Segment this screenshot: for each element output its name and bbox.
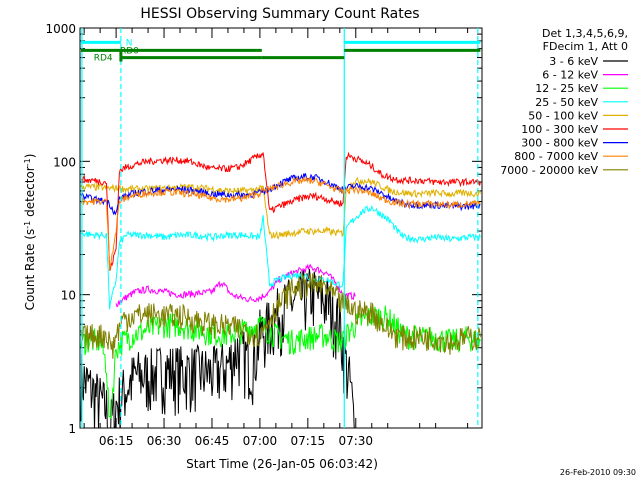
legend-label-6: 300 - 800 keV: [521, 137, 598, 150]
legend-label-5: 100 - 300 keV: [521, 123, 598, 136]
footer-timestamp: 26-Feb-2010 09:30: [560, 468, 636, 477]
y-axis-label-end: ): [23, 154, 37, 159]
series-line-8: [80, 272, 481, 359]
y-axis-label-sup1: -1: [23, 221, 32, 229]
legend-label-1: 6 - 12 keV: [542, 69, 598, 82]
legend-label-3: 25 - 50 keV: [535, 96, 598, 109]
y-tick-label: 1000: [45, 22, 76, 36]
x-tick-label: 07:15: [291, 434, 326, 448]
legend-header-line-2: FDecim 1, Att 0: [543, 40, 628, 53]
series-group: [80, 151, 481, 428]
y-axis-label-mid: detector: [23, 166, 37, 221]
series-line-4: [80, 176, 481, 240]
series-line-7: [80, 176, 481, 271]
y-tick-label: 10: [61, 289, 76, 303]
y-axis-label-main: Count Rate (s: [23, 229, 37, 311]
legend-label-8: 7000 - 20000 keV: [500, 164, 598, 177]
legend-label-4: 50 - 100 keV: [528, 109, 598, 122]
x-tick-label: 07:30: [338, 434, 373, 448]
legend-label-0: 3 - 6 keV: [549, 55, 598, 68]
y-tick-label: 1: [68, 422, 76, 436]
chart-title: HESSI Observing Summary Count Rates: [140, 6, 419, 22]
x-tick-label: 07:00: [243, 434, 278, 448]
plot-frame: [79, 27, 483, 429]
flag-label-1: RD0: [120, 46, 139, 56]
flag-label-3: RD4: [94, 54, 113, 64]
series-line-5: [80, 151, 481, 272]
x-tick-label: 06:30: [147, 434, 182, 448]
x-tick-label: 06:45: [195, 434, 230, 448]
y-axis-label-sup2: -1: [23, 158, 32, 166]
x-axis-label: Start Time (26-Jan-05 06:03:42): [186, 457, 378, 471]
legend-label-7: 800 - 7000 keV: [514, 150, 598, 163]
legend-header-line-1: Det 1,3,4,5,6,9,: [542, 27, 628, 40]
y-axis-label: Count Rate (s-1 detector-1): [23, 154, 38, 311]
legend-label-2: 12 - 25 keV: [535, 82, 598, 95]
series-line-3: [80, 205, 481, 310]
series-line-0: [80, 268, 355, 428]
flag-label-0: N: [126, 38, 133, 48]
x-tick-label: 06:15: [99, 434, 134, 448]
y-tick-label: 100: [53, 155, 76, 169]
plot-area: 1 10 100 1000 06:15 06:30 06:45 07:00 07:15 07:30…: [45, 22, 483, 448]
legend: Det 1,3,4,5,6,9, FDecim 1, Att 0 3 - 6 k…: [500, 27, 628, 177]
series-line-1: [115, 263, 356, 307]
